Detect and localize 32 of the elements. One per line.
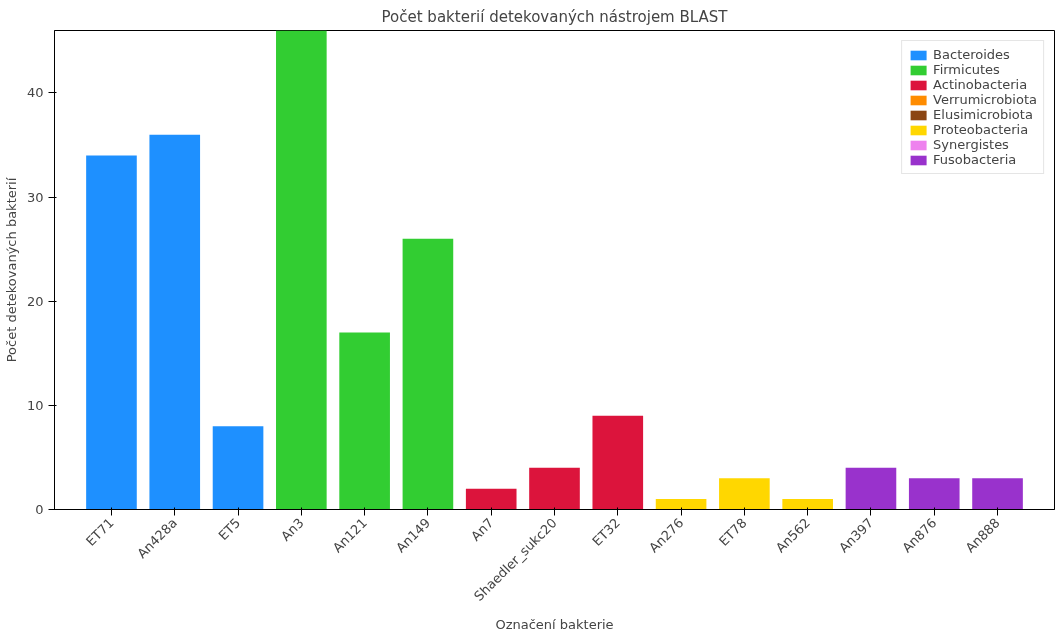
bar [719, 478, 770, 510]
bar [782, 499, 833, 510]
y-tick-label: 30 [26, 189, 44, 205]
legend-label: Proteobacteria [933, 122, 1029, 137]
x-tick-label: ET5 [215, 515, 244, 544]
bar [655, 499, 707, 510]
bar [845, 467, 897, 510]
y-tick-label: 40 [26, 85, 44, 101]
bar [592, 415, 644, 510]
legend-label: Bacteroides [933, 47, 1010, 62]
chart-title: Počet bakterií detekovaných nástrojem BLAST [381, 7, 729, 26]
legend-label: Elusimicrobiota [933, 107, 1033, 122]
legend-label: Synergistes [933, 137, 1009, 152]
y-tick-label: 20 [26, 293, 44, 309]
bar [339, 332, 390, 510]
legend-label: Firmicutes [933, 62, 1000, 77]
x-axis-title: Označení bakterie [495, 617, 614, 633]
bar [402, 238, 454, 510]
legend-label: Actinobacteria [933, 77, 1028, 92]
bar [465, 488, 517, 510]
bar [149, 134, 201, 510]
bar [86, 155, 137, 510]
y-axis-title: Počet detekovaných bakterií [3, 177, 19, 363]
bar [529, 467, 580, 510]
legend-label: Fusobacteria [933, 152, 1017, 167]
bar [276, 30, 327, 510]
legend-label: Verrumicrobiota [933, 92, 1037, 107]
bar [972, 478, 1023, 510]
bar [908, 478, 960, 510]
y-tick-label: 0 [35, 502, 44, 517]
bar [212, 426, 264, 510]
y-tick-label: 10 [26, 397, 44, 413]
